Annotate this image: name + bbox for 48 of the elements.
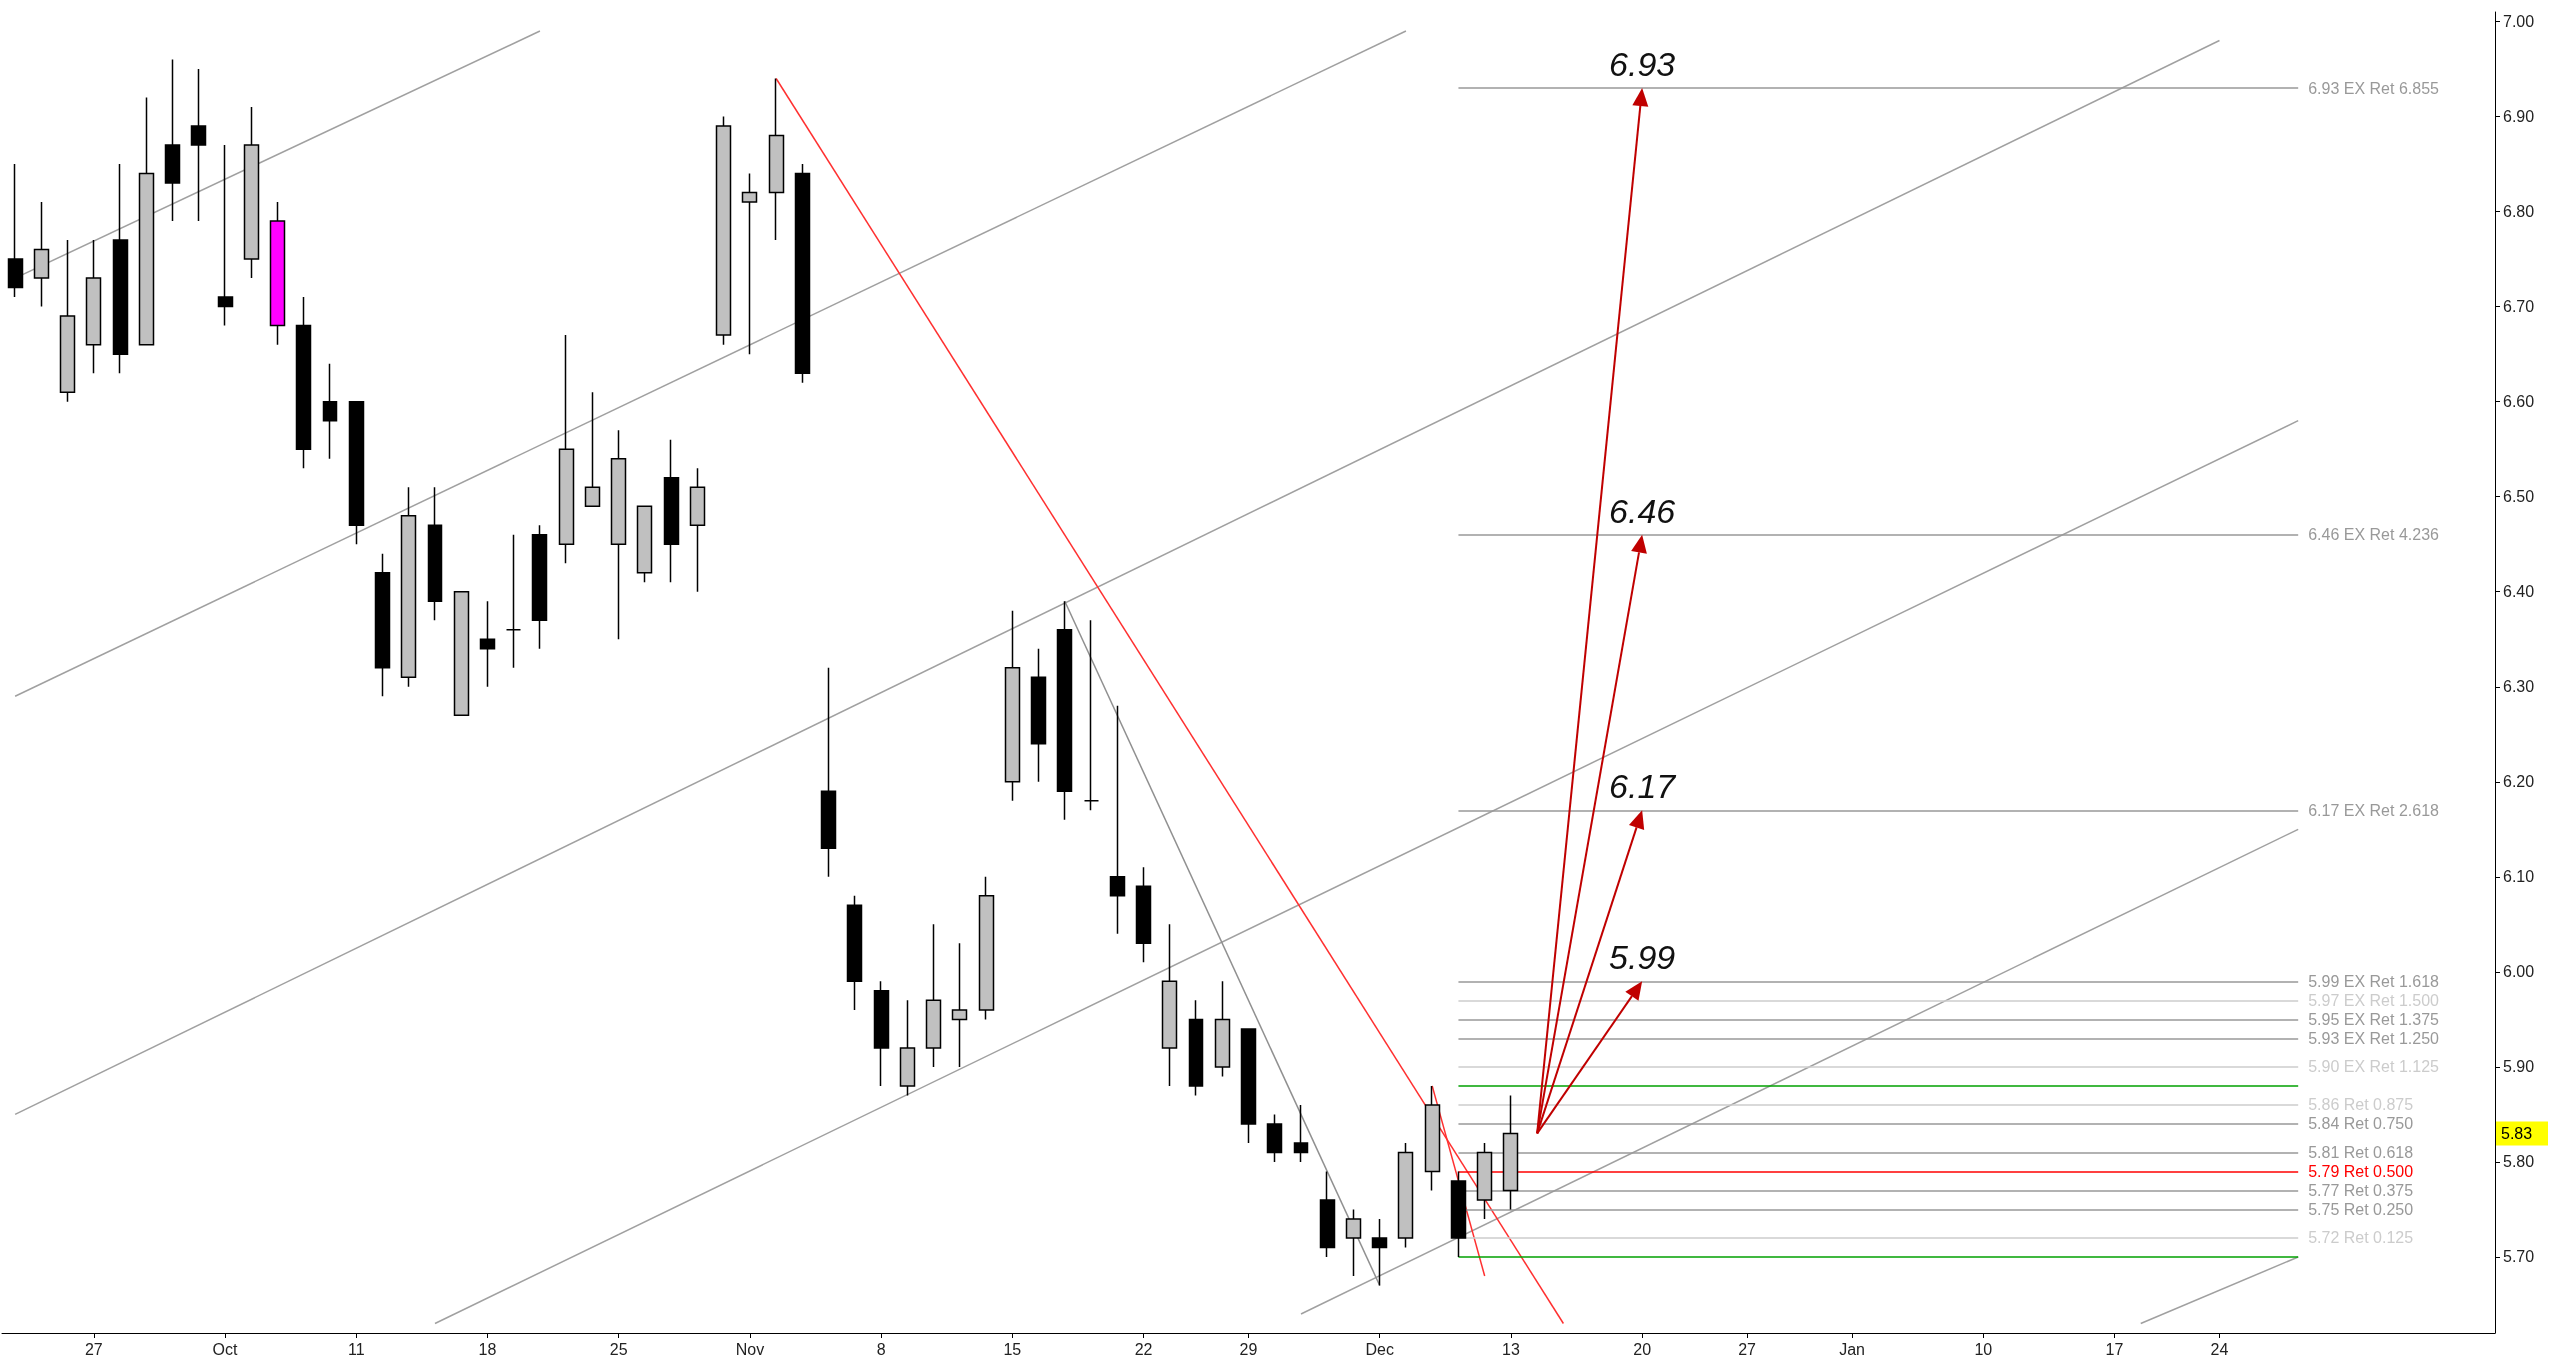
x-tick-label: 27	[1738, 1340, 1757, 1358]
ref-line-label: 5.81 Ret 0.618	[2308, 1143, 2414, 1161]
x-tick-label: 24	[2210, 1340, 2229, 1358]
y-tick-label: 6.50	[2503, 488, 2535, 506]
x-tick-label: 17	[2105, 1340, 2124, 1358]
ref-line-label: 5.84 Ret 0.750	[2308, 1115, 2414, 1133]
x-tick-label: 22	[1134, 1340, 1153, 1358]
x-tick-label: Jan	[1839, 1340, 1865, 1358]
ref-line-label: 5.77 Ret 0.375	[2308, 1181, 2414, 1199]
ref-line-label: 5.75 Ret 0.250	[2308, 1200, 2414, 1218]
x-tick-label: 15	[1003, 1340, 1022, 1358]
x-tick-label: 25	[609, 1340, 628, 1358]
ref-line-label: 6.17 EX Ret 2.618	[2308, 801, 2440, 819]
x-tick-label: 11	[347, 1340, 365, 1358]
y-tick-label: 5.80	[2503, 1153, 2535, 1171]
ref-line-label: 5.93 EX Ret 1.250	[2308, 1029, 2440, 1047]
y-tick-label: 7.00	[2503, 13, 2535, 30]
y-tick-label: 6.40	[2503, 583, 2535, 601]
y-tick-label: 6.20	[2503, 773, 2535, 791]
y-tick-label: 6.60	[2503, 393, 2535, 411]
ref-line-label: 6.46 EX Ret 4.236	[2308, 526, 2440, 544]
x-tick-label: 10	[1974, 1340, 1993, 1358]
annotation: 6.46	[1609, 491, 1676, 530]
y-tick-label: 6.70	[2503, 298, 2535, 316]
x-tick-label: 18	[478, 1340, 497, 1358]
y-tick-label: 6.80	[2503, 203, 2535, 221]
y-tick-label: 5.70	[2503, 1248, 2535, 1266]
x-tick-label: 29	[1239, 1340, 1258, 1358]
ref-line-label: 5.99 EX Ret 1.618	[2308, 972, 2440, 990]
x-tick-label: Nov	[735, 1340, 765, 1358]
annotation: 6.17	[1609, 767, 1677, 806]
x-tick-label: Oct	[212, 1340, 239, 1358]
x-tick-label: 27	[84, 1340, 103, 1358]
y-tick-label: 5.90	[2503, 1058, 2535, 1076]
x-tick-label: 8	[876, 1340, 886, 1358]
ref-line-label: 6.93 EX Ret 6.855	[2308, 79, 2440, 97]
x-tick-label: Dec	[1365, 1340, 1394, 1358]
ref-line-label: 5.95 EX Ret 1.375	[2308, 1010, 2440, 1028]
ref-line-label: 5.79 Ret 0.500	[2308, 1162, 2414, 1180]
y-tick-label: 6.00	[2503, 963, 2535, 981]
annotation: 6.93	[1609, 45, 1676, 84]
x-tick-label: 13	[1502, 1340, 1520, 1358]
y-tick-label: 6.30	[2503, 678, 2535, 696]
y-tick-label: 6.10	[2503, 868, 2535, 886]
text: 5.83	[2501, 1124, 2533, 1142]
y-tick-label: 6.90	[2503, 108, 2535, 126]
x-tick-label: 20	[1633, 1340, 1652, 1358]
annotation: 5.99	[1609, 938, 1676, 977]
